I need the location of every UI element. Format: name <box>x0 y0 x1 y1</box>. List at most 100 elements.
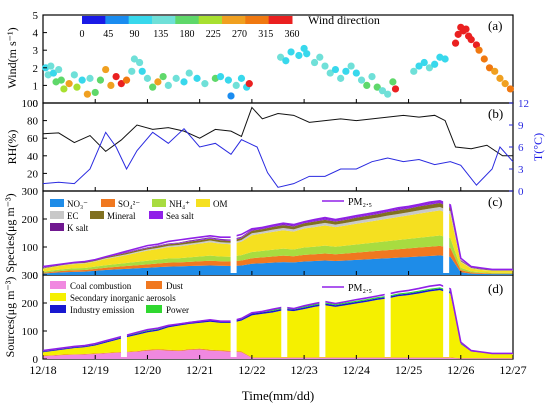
legend-label-pm25-d: PM₂.₅ <box>348 283 372 294</box>
y2-tick-label-b: 0 <box>518 186 524 198</box>
y-tick-label: 100 <box>22 242 39 254</box>
y-tick-label-a: 3 <box>33 45 39 57</box>
x-tick-label: 12/18 <box>29 363 56 377</box>
x-tick-label: 12/27 <box>499 363 526 377</box>
panel-d-ylabel: Sources(μg m⁻³) <box>3 277 17 358</box>
wind-point <box>232 81 240 89</box>
data-gap <box>443 277 450 357</box>
wind-point <box>245 80 253 88</box>
wind-point <box>164 81 172 89</box>
legend-swatch-nh4 <box>152 199 166 207</box>
wind-point <box>180 78 188 86</box>
legend-swatch-coal <box>50 281 66 289</box>
colorbar-tick-label: 0 <box>80 29 85 40</box>
x-axis-label: Time(mm/dd) <box>242 388 314 403</box>
wind-point <box>201 80 209 88</box>
y-tick-label-b: 20 <box>27 168 39 180</box>
wind-point <box>501 80 509 88</box>
wind-point <box>128 67 136 75</box>
colorbar-segment <box>175 16 200 24</box>
x-tick-label: 12/19 <box>82 363 109 377</box>
panel-tag-c: (c) <box>488 194 502 209</box>
wind-point <box>96 76 105 84</box>
legend-label-coal: Coal combustion <box>70 281 132 291</box>
y-tick-label-b: 80 <box>27 116 39 128</box>
wind-point <box>193 74 201 82</box>
legend-swatch-dust <box>146 281 162 289</box>
legend-label-nh4: NH₄⁺ <box>169 199 190 209</box>
wind-point <box>496 74 504 82</box>
wind-point <box>216 73 225 81</box>
data-gap <box>230 193 237 273</box>
wind-point <box>73 83 81 91</box>
wind-point <box>159 73 167 81</box>
wind-point <box>326 69 334 77</box>
y-tick-label-a: 4 <box>33 28 39 40</box>
wind-point <box>224 76 232 84</box>
wind-point <box>287 48 295 56</box>
x-tick-label: 12/22 <box>238 363 265 377</box>
colorbar-tick-label: 180 <box>180 29 195 40</box>
wind-point <box>454 30 462 38</box>
wind-point <box>70 71 78 79</box>
wind-point <box>485 64 494 72</box>
wind-point <box>342 67 350 75</box>
y-tick-label: 0 <box>33 354 39 366</box>
wind-point <box>117 80 125 88</box>
wind-point <box>295 51 303 60</box>
y-tick-label-b: 60 <box>27 133 39 145</box>
wind-point <box>86 74 94 82</box>
wind-point <box>475 46 483 54</box>
legend-label-sia: Secondary inorganic aerosols <box>70 293 176 303</box>
wind-point <box>384 90 392 98</box>
colorbar-segment <box>222 16 246 24</box>
panel-d-legend: Coal combustion Dust Secondary inorganic… <box>50 281 372 315</box>
wind-point <box>136 58 144 67</box>
wind-point <box>441 55 449 63</box>
data-gap <box>281 277 288 357</box>
legend-label-mineral: Mineral <box>107 211 136 221</box>
wind-point <box>316 53 324 61</box>
x-tick-label: 12/23 <box>290 363 317 377</box>
y-tick-label-a: 1 <box>33 80 39 92</box>
legend-swatch-ksalt <box>50 223 64 231</box>
x-tick-label: 12/25 <box>395 363 422 377</box>
legend-label-dust: Dust <box>166 281 184 291</box>
colorbar-tick-label: 45 <box>103 29 113 40</box>
y-tick-label: 200 <box>22 214 39 226</box>
panel-c-legend: NO₃⁻ SO₄²⁻ NH₄⁺ OM EC Mineral Sea salt K… <box>50 197 372 233</box>
wind-point <box>352 69 360 77</box>
temperature-line <box>42 127 514 188</box>
legend-label-om: OM <box>213 199 228 209</box>
wind-point <box>60 85 68 93</box>
data-gap <box>120 277 127 357</box>
panel-c-ylabel: Species(μg m⁻³) <box>3 193 17 272</box>
legend-swatch-seasalt <box>149 211 163 219</box>
wind-point <box>65 80 73 88</box>
legend-swatch-mineral <box>90 211 104 219</box>
y-tick-label-b: 100 <box>22 98 39 110</box>
wind-point <box>154 78 162 86</box>
x-tick-label: 12/24 <box>343 363 370 377</box>
wind-point <box>347 62 355 70</box>
panel-tag-b: (b) <box>488 106 503 121</box>
wind-point <box>282 57 290 65</box>
area-om <box>43 210 513 273</box>
wind-point <box>415 62 423 70</box>
legend-swatch-sia <box>50 293 66 301</box>
wind-point <box>78 76 86 84</box>
colorbar-tick-label: 315 <box>258 29 273 40</box>
colorbar-segment <box>152 16 176 24</box>
legend-label-so4: SO₄²⁻ <box>118 199 140 209</box>
wind-point <box>57 76 65 84</box>
legend-swatch-no3 <box>50 199 64 207</box>
wind-point <box>331 65 340 74</box>
panel-b-ylabel: RH(%) <box>5 130 19 165</box>
data-gap <box>443 193 450 273</box>
rh-line <box>42 106 513 157</box>
x-tick-label: 12/26 <box>447 363 474 377</box>
colorbar-tick-label: 360 <box>285 29 300 40</box>
area-coal <box>43 349 513 359</box>
colorbar-segment <box>82 16 106 24</box>
